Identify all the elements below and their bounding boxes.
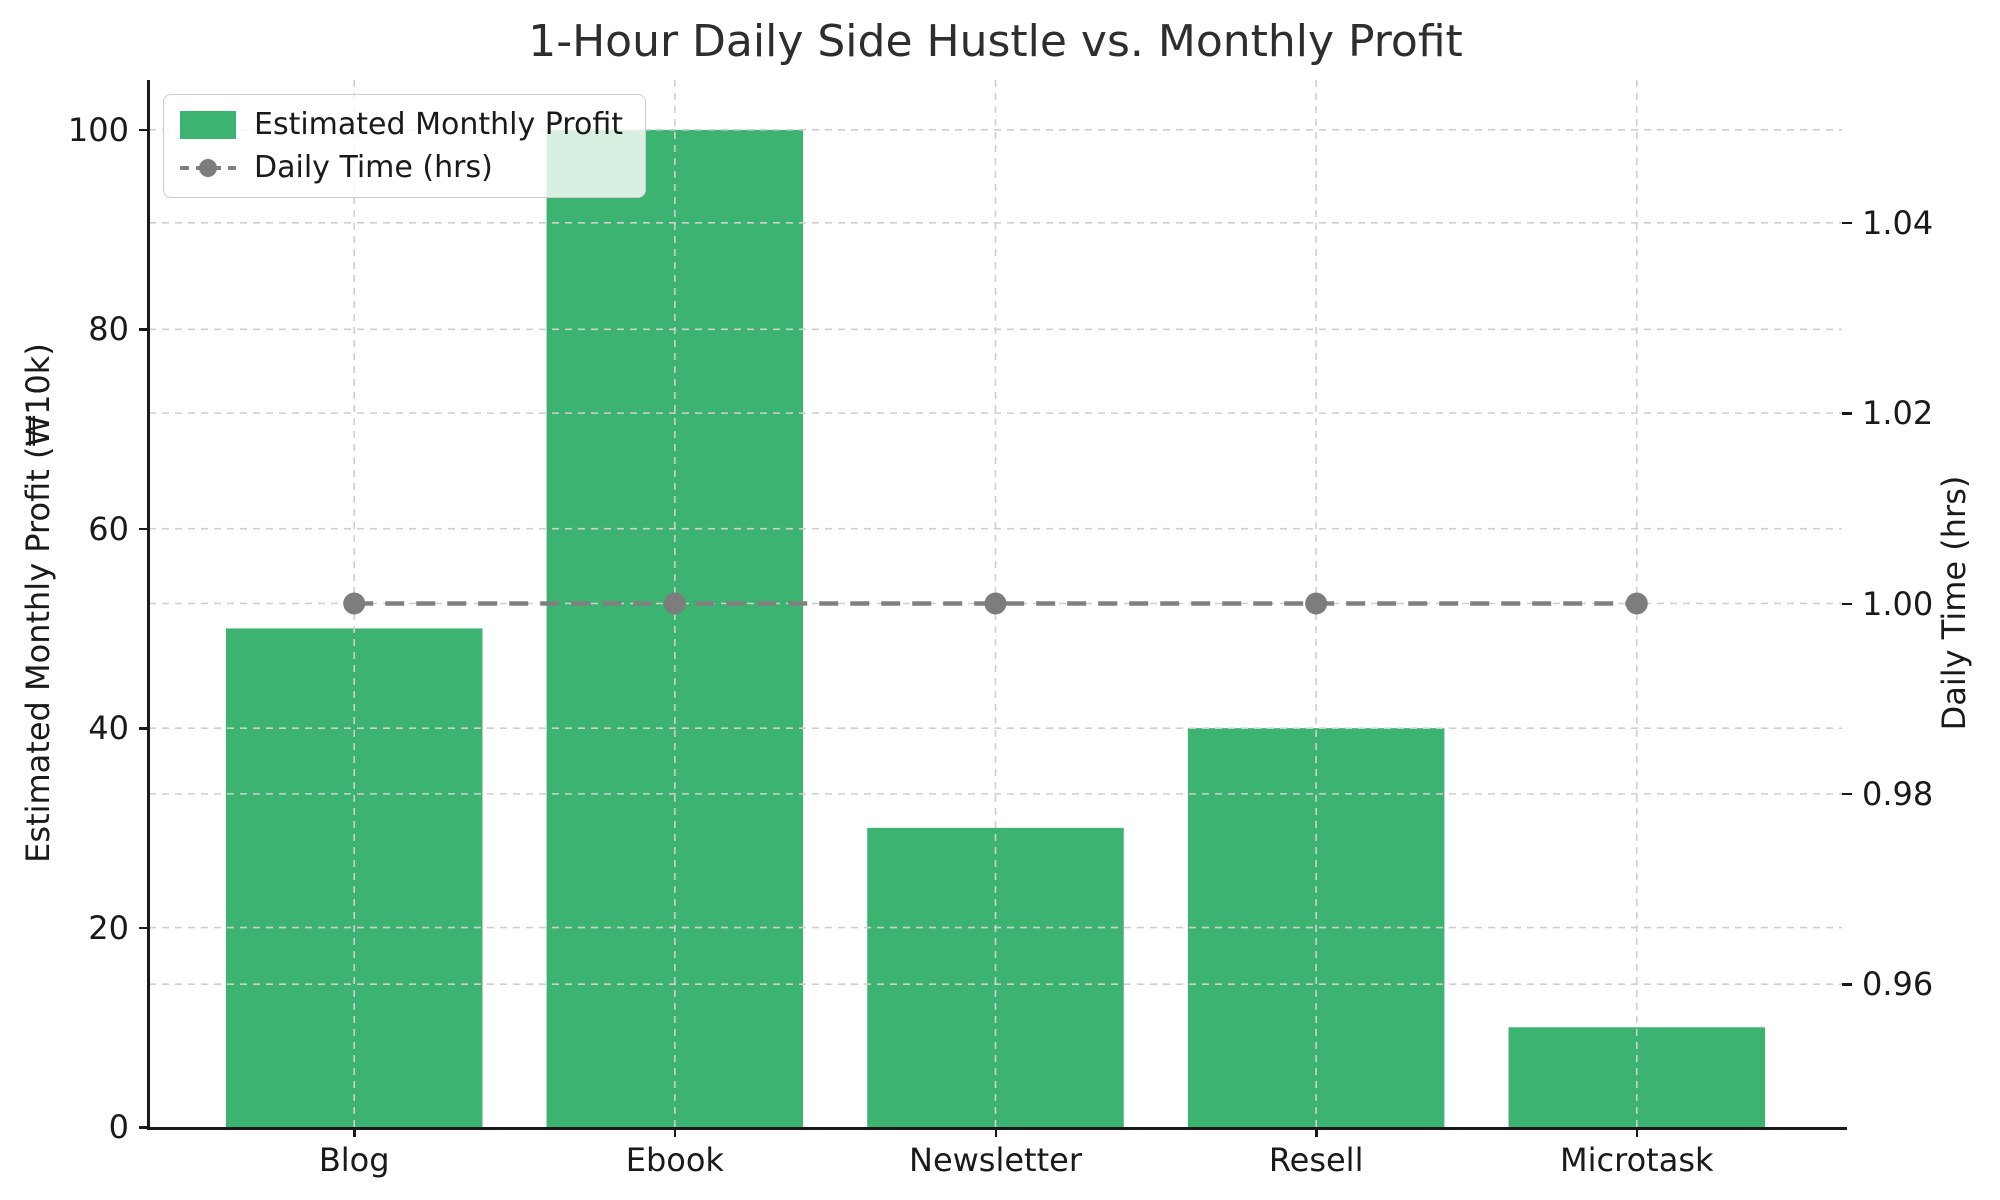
legend: Estimated Monthly Profit Daily Time (hrs…	[163, 94, 646, 198]
bottom-tick-mark	[353, 1127, 356, 1137]
y-tick-label: 60	[88, 509, 129, 548]
y2-tick-label: 0.98	[1862, 774, 1934, 813]
right-tick-mark	[1842, 221, 1852, 225]
left-tick-mark	[139, 1126, 149, 1129]
y2-tick-label: 0.96	[1862, 965, 1934, 1004]
y-tick-label: 20	[88, 908, 129, 947]
left-tick-mark	[139, 926, 149, 930]
bottom-spine	[147, 1127, 1847, 1130]
right-tick-mark	[1842, 983, 1852, 986]
left-tick-mark	[139, 328, 149, 331]
y2-tick-label: 1.04	[1862, 203, 1934, 242]
right-axis-label: Daily Time (hrs)	[1935, 475, 1973, 731]
right-tick-mark	[1842, 412, 1852, 415]
bottom-tick-mark	[994, 1127, 997, 1137]
legend-item-line: Daily Time (hrs)	[180, 150, 623, 185]
y2-tick-label: 1.00	[1862, 584, 1934, 623]
left-spine	[147, 80, 150, 1129]
y-tick-label: 100	[67, 110, 129, 149]
data-point-marker	[343, 592, 366, 615]
bar-swatch-icon	[180, 110, 236, 139]
x-tick-label: Microtask	[1560, 1141, 1714, 1179]
chart-title: 1-Hour Daily Side Hustle vs. Monthly Pro…	[528, 16, 1463, 67]
x-tick-label: Blog	[318, 1141, 390, 1179]
data-point-marker	[1625, 592, 1648, 615]
x-tick-label: Newsletter	[909, 1141, 1082, 1179]
y2-tick-label: 1.02	[1862, 394, 1934, 433]
y-tick-label: 0	[108, 1108, 129, 1146]
left-axis-label: Estimated Monthly Profit (₩10k)	[19, 343, 57, 863]
y-tick-label: 40	[88, 709, 129, 748]
plot-canvas	[149, 80, 1842, 1127]
data-point-marker	[663, 592, 686, 615]
data-point-marker	[984, 592, 1007, 615]
data-point-marker	[1305, 592, 1328, 615]
bottom-tick-mark	[673, 1127, 677, 1137]
legend-label: Daily Time (hrs)	[254, 150, 493, 185]
dashed-line-marker-icon	[180, 158, 236, 177]
right-tick-mark	[1842, 602, 1852, 605]
right-tick-mark	[1842, 792, 1852, 796]
x-tick-label: Ebook	[625, 1141, 724, 1179]
left-tick-mark	[139, 128, 149, 132]
plot-area	[149, 80, 1842, 1127]
y-tick-label: 80	[88, 310, 129, 349]
bottom-tick-mark	[1635, 1127, 1639, 1137]
left-tick-mark	[139, 727, 149, 730]
legend-item-bar: Estimated Monthly Profit	[180, 107, 623, 142]
left-tick-mark	[139, 527, 149, 531]
bottom-tick-mark	[1315, 1127, 1318, 1137]
x-tick-label: Resell	[1268, 1141, 1364, 1179]
legend-label: Estimated Monthly Profit	[254, 107, 623, 142]
